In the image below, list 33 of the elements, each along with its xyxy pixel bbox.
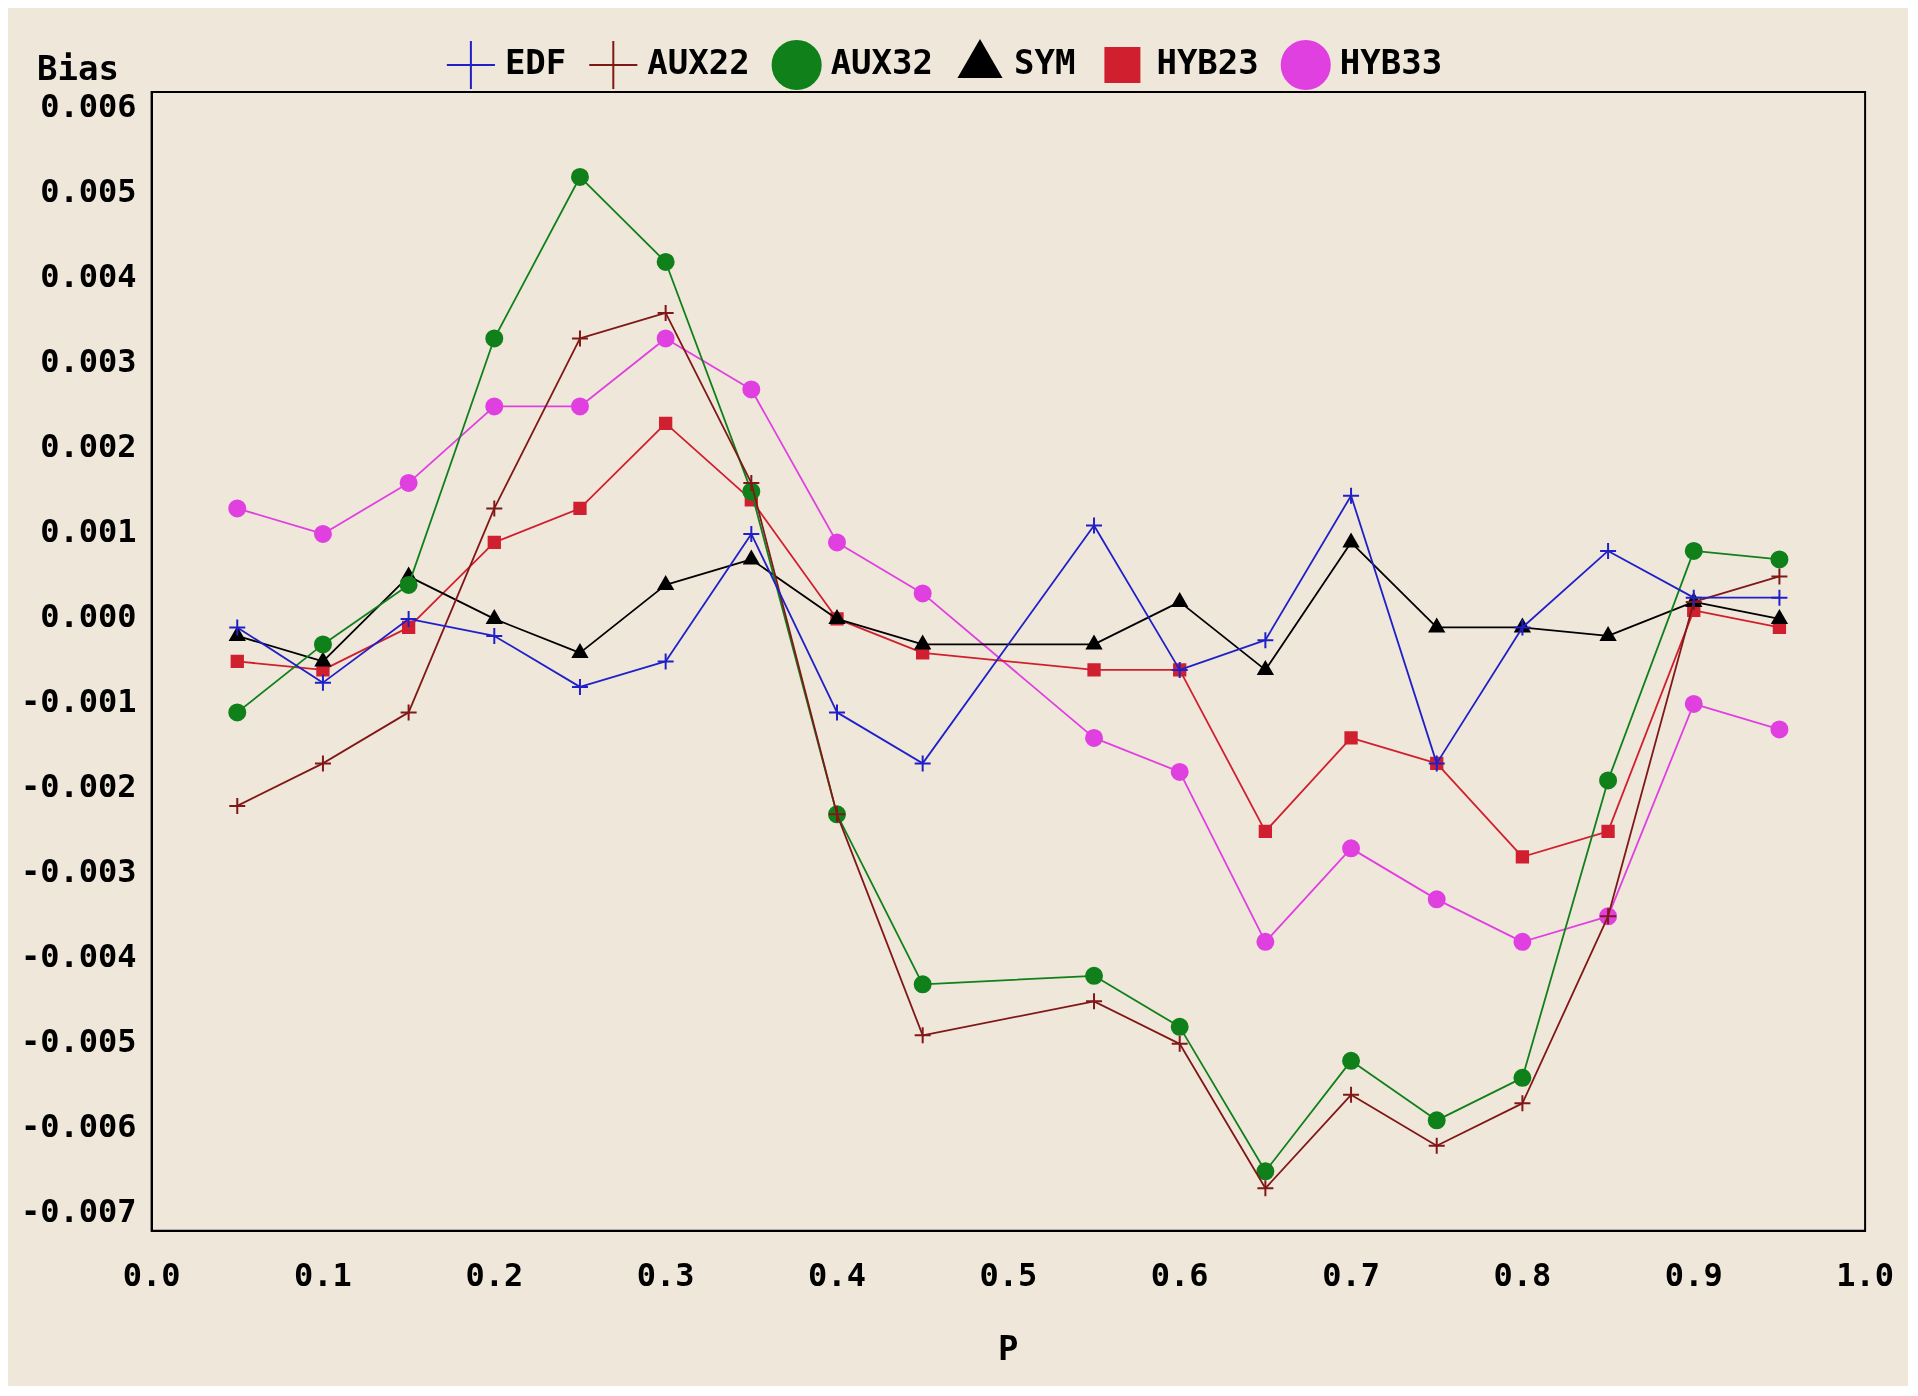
legend-label: AUX32	[830, 41, 934, 82]
x-tick-label: 0.9	[1664, 1256, 1723, 1295]
y-tick-label: 0.003	[40, 342, 137, 381]
y-axis-title: Bias	[37, 47, 119, 88]
y-tick-label: -0.001	[21, 682, 137, 721]
y-tick-label: -0.004	[21, 937, 137, 976]
legend-label: HYB23	[1156, 41, 1259, 82]
x-tick-label: 0.0	[122, 1256, 181, 1295]
y-tick-label: -0.005	[21, 1022, 137, 1061]
y-tick-label: 0.002	[40, 427, 137, 466]
legend-label: AUX22	[647, 41, 750, 82]
x-axis-title: P	[998, 1328, 1019, 1369]
x-tick-label: 0.3	[636, 1256, 695, 1295]
x-tick-label: 1.0	[1836, 1256, 1894, 1295]
y-tick-label: 0.000	[40, 597, 137, 636]
y-tick-label: 0.005	[40, 172, 137, 211]
x-tick-label: 0.6	[1150, 1256, 1209, 1295]
x-tick-label: 0.5	[979, 1256, 1038, 1295]
y-tick-label: -0.003	[21, 852, 137, 891]
x-tick-label: 0.1	[294, 1256, 352, 1295]
legend-label: HYB33	[1339, 41, 1443, 82]
y-tick-label: 0.001	[40, 512, 137, 551]
legend-label: SYM	[1014, 41, 1076, 82]
y-tick-label: -0.007	[21, 1192, 137, 1231]
y-tick-label: 0.006	[40, 87, 137, 126]
x-tick-label: 0.7	[1322, 1256, 1380, 1295]
x-tick-label: 0.4	[808, 1256, 866, 1295]
x-tick-label: 0.8	[1493, 1256, 1552, 1295]
legend-label: EDF	[504, 41, 567, 82]
y-tick-label: -0.002	[21, 767, 137, 806]
y-tick-label: 0.004	[40, 257, 137, 296]
y-tick-label: -0.006	[21, 1107, 137, 1146]
x-tick-label: 0.2	[465, 1256, 524, 1295]
